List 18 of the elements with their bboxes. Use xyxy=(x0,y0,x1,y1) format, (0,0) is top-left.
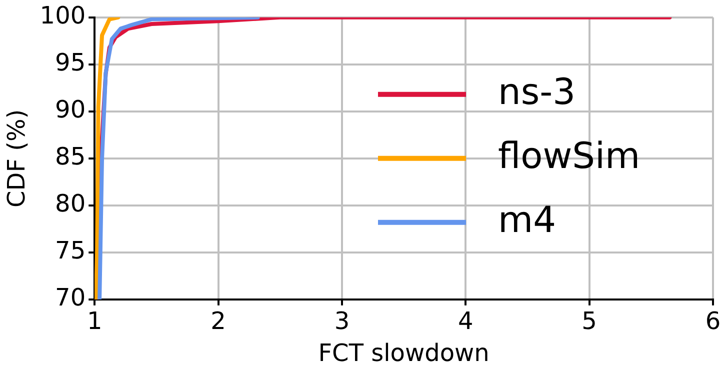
x-tick-label: 4 xyxy=(458,307,474,336)
y-tick-label: 75 xyxy=(55,236,86,265)
y-tick-label: 85 xyxy=(55,142,86,171)
y-tick-label: 90 xyxy=(55,96,86,124)
x-tick-label: 2 xyxy=(210,307,226,336)
legend-label: flowSim xyxy=(498,136,640,177)
y-tick-label: 80 xyxy=(55,190,86,218)
x-tick-label: 5 xyxy=(582,307,597,336)
x-axis-title: FCT slowdown xyxy=(318,338,490,367)
y-tick-label: 100 xyxy=(40,2,86,30)
legend-label: m4 xyxy=(498,200,556,241)
x-tick-label: 3 xyxy=(334,307,350,336)
y-tick-label: 95 xyxy=(55,48,86,77)
x-tick-label: 1 xyxy=(86,307,102,336)
y-tick-label: 70 xyxy=(55,284,86,312)
legend-label: ns-3 xyxy=(498,72,576,113)
x-tick-label: 6 xyxy=(705,307,721,336)
y-axis-title: CDF (%) xyxy=(2,109,31,208)
